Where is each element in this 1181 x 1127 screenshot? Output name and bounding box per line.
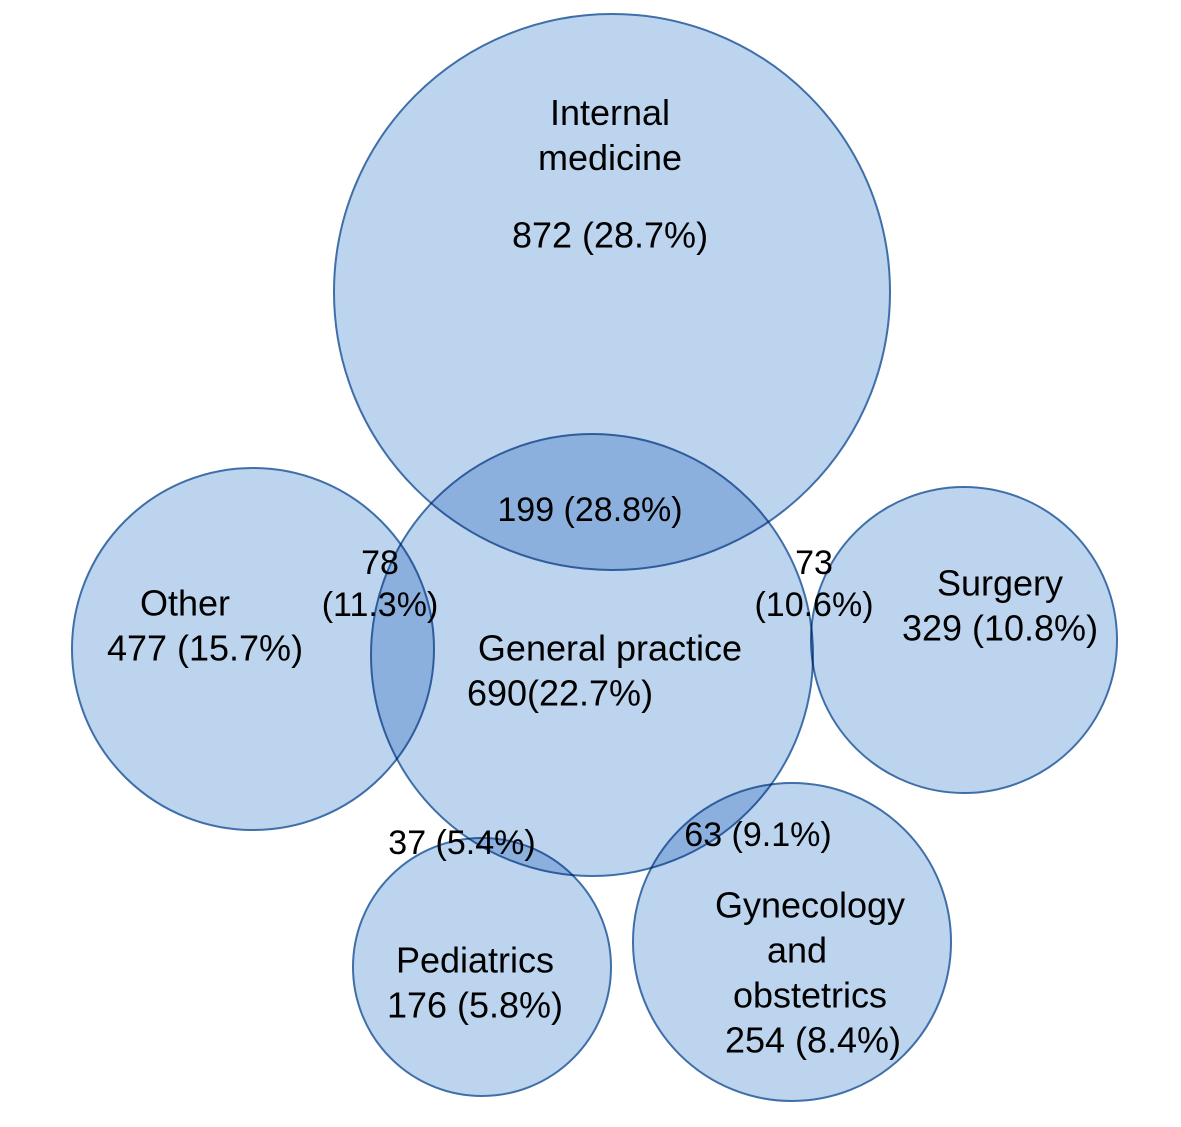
label-overlap-im-gp: 199 (28.8%) xyxy=(497,489,682,532)
label-gyn-value: 254 (8.4%) xyxy=(725,1018,901,1063)
label-overlap-ped-gp: 37 (5.4%) xyxy=(388,822,535,865)
label-internal-medicine-title: Internal medicine xyxy=(538,90,682,180)
label-overlap-surgery-gp-n: 73 xyxy=(795,542,833,585)
venn-diagram: Internal medicine 872 (28.7%) 199 (28.8%… xyxy=(0,0,1181,1127)
label-pediatrics-title: Pediatrics xyxy=(396,938,554,983)
label-other-title: Other xyxy=(140,581,230,626)
label-pediatrics-value: 176 (5.8%) xyxy=(387,983,563,1028)
label-gyn-and: and xyxy=(767,928,827,973)
label-surgery-title: Surgery xyxy=(937,561,1063,606)
label-overlap-other-gp-pct: (11.3%) xyxy=(322,584,439,627)
label-general-practice-value: 690(22.7%) xyxy=(467,671,653,716)
label-gyn-title: Gynecology xyxy=(715,883,905,928)
label-other-value: 477 (15.7%) xyxy=(107,626,303,671)
label-overlap-gyn-gp: 63 (9.1%) xyxy=(684,814,831,857)
label-internal-medicine-value: 872 (28.7%) xyxy=(512,213,708,258)
label-gyn-obst: obstetrics xyxy=(733,973,887,1018)
label-general-practice-title: General practice xyxy=(478,626,742,671)
label-overlap-surgery-gp-pct: (10.6%) xyxy=(754,584,873,627)
label-surgery-value: 329 (10.8%) xyxy=(902,606,1098,651)
label-overlap-other-gp-n: 78 xyxy=(361,542,399,585)
